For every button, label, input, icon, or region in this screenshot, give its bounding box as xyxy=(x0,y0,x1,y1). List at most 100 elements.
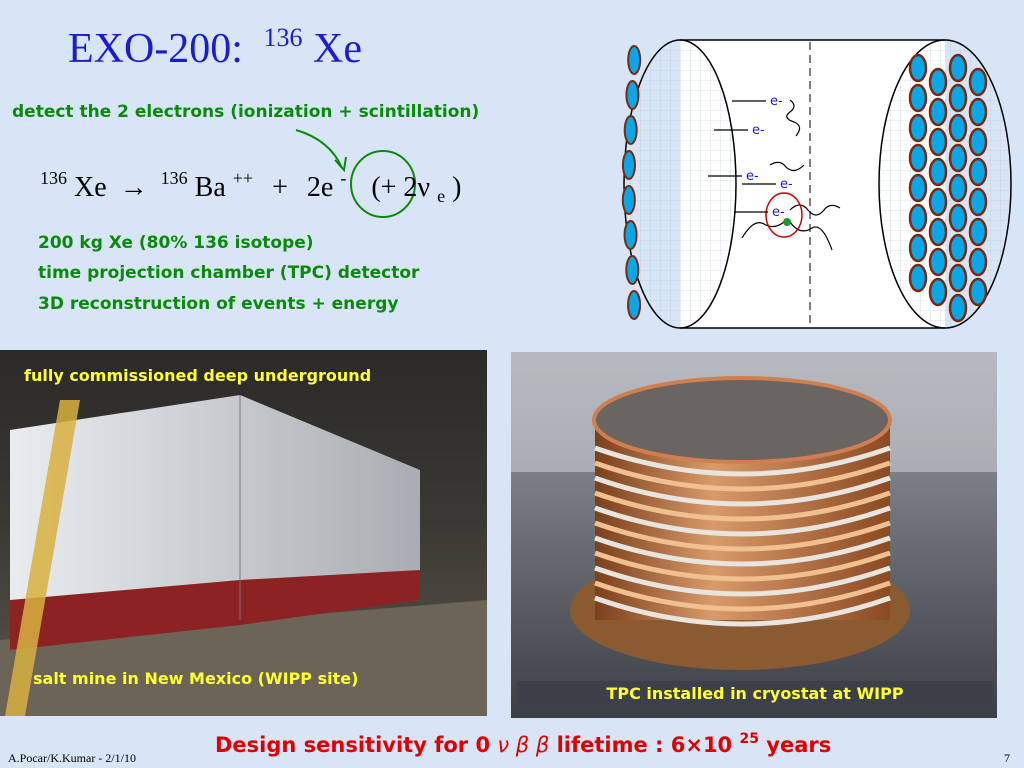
electron-highlight xyxy=(350,150,416,218)
photo-salt-mine: fully commissioned deep underground salt… xyxy=(0,350,487,716)
apd-plate xyxy=(621,185,636,215)
electron-charge: - xyxy=(340,168,346,188)
page-number: 7 xyxy=(1004,751,1010,765)
photo-caption: salt mine in New Mexico (WIPP site) xyxy=(33,669,358,688)
apd-plate xyxy=(627,45,642,75)
apd-plate xyxy=(948,233,968,263)
fact: 200 kg Xe (80% 136 isotope) xyxy=(38,233,314,253)
floor xyxy=(0,600,487,716)
apd-plate xyxy=(968,277,988,307)
sensitivity-text: Design sensitivity for 0 xyxy=(215,733,490,757)
track xyxy=(769,161,805,172)
field-ring xyxy=(594,475,891,507)
apd-plate xyxy=(968,97,988,127)
unit: years xyxy=(766,733,831,757)
apd-plate xyxy=(625,80,640,110)
ba: Ba xyxy=(195,172,227,203)
apd-plate xyxy=(908,233,928,263)
apd-plate xyxy=(908,173,928,203)
ladder xyxy=(5,400,80,716)
photo-tpc: TPC installed in cryostat at WIPP xyxy=(511,352,997,718)
apd-plate xyxy=(928,277,948,307)
apd-plate xyxy=(968,127,988,157)
apd-plate xyxy=(928,97,948,127)
electron-label: e- xyxy=(780,177,793,192)
apd-plate xyxy=(948,113,968,143)
field-ring xyxy=(594,565,891,597)
track xyxy=(789,221,833,251)
neutrino-flavor: e xyxy=(437,186,445,206)
field-ring xyxy=(594,460,891,492)
apd-plate xyxy=(928,187,948,217)
apd-plate xyxy=(948,173,968,203)
pointer-arrow xyxy=(295,129,343,169)
slide-title: EXO-200: 136 Xe xyxy=(68,10,362,72)
field-rings xyxy=(594,445,891,627)
track xyxy=(786,99,801,137)
apd-plate xyxy=(627,290,642,320)
field-ring xyxy=(594,550,891,582)
apd-plate xyxy=(948,143,968,173)
field-ring xyxy=(594,580,891,612)
apd-plate xyxy=(968,217,988,247)
electrons: 2e xyxy=(307,172,333,203)
apd-plate xyxy=(928,217,948,247)
apd-plate xyxy=(623,115,638,145)
apd-plate xyxy=(928,127,948,157)
apd-plate xyxy=(908,53,928,83)
electron-label: e- xyxy=(770,94,783,109)
title-isotope: 136 xyxy=(263,23,302,52)
detector-diagram: e-e-e-e-e- xyxy=(621,39,1012,329)
apd-plate xyxy=(908,83,928,113)
apd-plate xyxy=(625,255,640,285)
track xyxy=(741,221,785,239)
apd-plate xyxy=(623,220,638,250)
field-ring xyxy=(594,535,891,567)
ba-mass: 136 xyxy=(161,168,188,188)
ba-charge: ++ xyxy=(233,168,253,188)
title-label: EXO-200: xyxy=(68,26,243,72)
photo-caption: fully commissioned deep underground xyxy=(24,366,371,385)
xe: Xe xyxy=(74,172,107,203)
apd-plate xyxy=(948,83,968,113)
fact: time projection chamber (TPC) detector xyxy=(38,263,420,283)
title-element: Xe xyxy=(313,26,362,72)
decay-vertex xyxy=(783,218,791,226)
arrow: → xyxy=(120,172,148,203)
apd-plate xyxy=(968,247,988,277)
footer-author: A.Pocar/K.Kumar - 2/1/10 xyxy=(8,751,136,765)
electron-label: e- xyxy=(772,205,785,220)
apd-plate xyxy=(968,157,988,187)
fact: 3D reconstruction of events + energy xyxy=(38,294,398,314)
neutrinos: (+ 2ν xyxy=(371,172,430,203)
electron-label: e- xyxy=(746,169,759,184)
facts: 200 kg Xe (80% 136 isotope) time project… xyxy=(38,233,420,314)
field-ring xyxy=(594,445,891,477)
left-plane xyxy=(623,39,737,329)
xe-mass: 136 xyxy=(40,168,67,188)
apd-plate xyxy=(928,67,948,97)
field-ring xyxy=(594,520,891,552)
sensitivity: Design sensitivity for 0 ν β β lifetime … xyxy=(215,724,831,757)
apd-plate xyxy=(928,157,948,187)
event-highlight xyxy=(765,192,803,238)
plus: + xyxy=(272,172,288,203)
reaction: 136 Xe → 136 Ba ++ + 2e - (+ 2ν e ) xyxy=(40,160,461,209)
field-ring xyxy=(594,595,891,627)
apd-plate xyxy=(968,67,988,97)
apd-plate xyxy=(948,263,968,293)
apd-plate xyxy=(968,187,988,217)
caption-box xyxy=(517,681,993,707)
field-ring xyxy=(594,505,891,537)
apd-plate xyxy=(928,247,948,277)
tpc-top xyxy=(592,376,892,464)
apd-plate xyxy=(948,203,968,233)
apd-plate xyxy=(908,263,928,293)
subtitle: detect the 2 electrons (ionization + sci… xyxy=(12,102,479,122)
apd-plate xyxy=(908,203,928,233)
process: ν β β xyxy=(497,733,549,757)
photo-caption: TPC installed in cryostat at WIPP xyxy=(606,684,903,703)
arrow-head xyxy=(334,156,347,173)
field-ring xyxy=(594,490,891,522)
